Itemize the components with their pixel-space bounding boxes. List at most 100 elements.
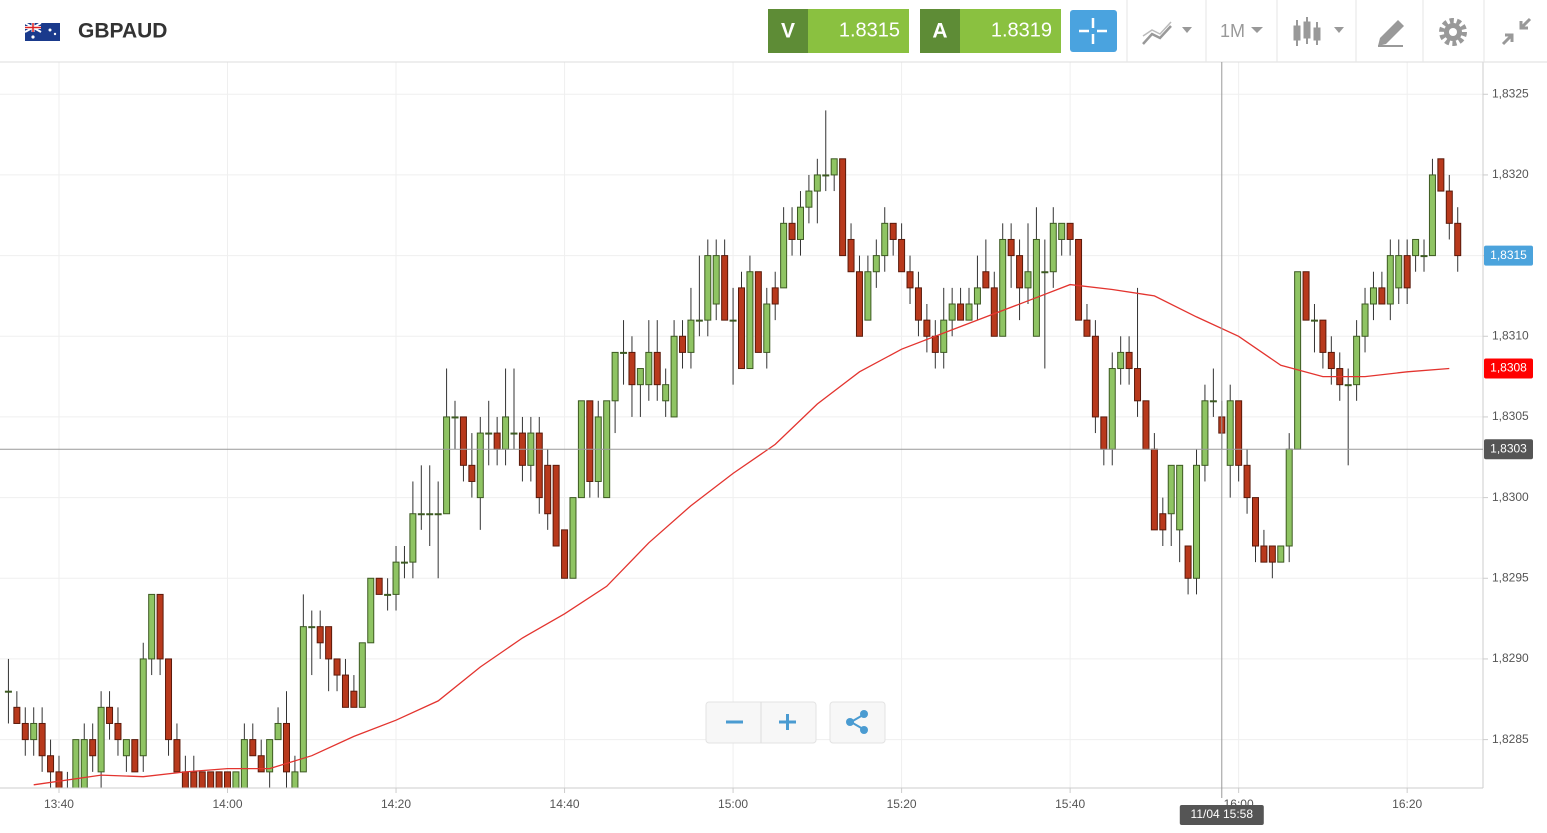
crosshair-time-box (1179, 805, 1264, 825)
price-label-box (1484, 245, 1533, 266)
candle (552, 464, 560, 547)
candle-body (620, 351, 628, 354)
candle-body (628, 351, 636, 386)
x-tick-label: 15:20 (887, 797, 917, 811)
candle (1176, 464, 1184, 563)
candle-body (763, 303, 771, 353)
candle-body (468, 464, 476, 482)
candle (1445, 174, 1453, 240)
candle (1437, 158, 1445, 192)
candle (1007, 223, 1015, 288)
candle-body (291, 771, 299, 788)
share-button[interactable] (829, 701, 886, 744)
candle-body (502, 416, 510, 450)
candle (1226, 384, 1234, 498)
candle-body (847, 238, 855, 273)
candle-body (165, 658, 173, 741)
candle (30, 707, 38, 756)
indicator-button[interactable] (1142, 21, 1192, 45)
candle-body (476, 432, 484, 499)
buy-price: 1.8319 (991, 19, 1052, 41)
candle-body (670, 335, 678, 418)
candle (914, 271, 922, 337)
candle-body (443, 416, 451, 515)
candle-body (207, 771, 215, 788)
candle-body (973, 287, 981, 305)
draw-button[interactable] (1378, 20, 1404, 47)
candle-body (173, 739, 181, 773)
candle-body (38, 722, 46, 757)
collapse-button[interactable] (1501, 17, 1532, 46)
candle (1024, 223, 1032, 304)
candle (1369, 271, 1377, 321)
candle (830, 158, 838, 192)
candle-body (451, 416, 459, 419)
candle-body (788, 222, 796, 240)
candle-body (586, 400, 594, 482)
y-tick-label: 1,8325 (1492, 86, 1529, 100)
candle-body (89, 739, 97, 757)
candle-body (923, 319, 931, 337)
candle-body (316, 626, 324, 644)
price-label-text: 1,8308 (1490, 361, 1527, 375)
candle (628, 336, 636, 417)
candle-body (30, 722, 38, 741)
interval: 1M (1220, 21, 1245, 41)
interval-button[interactable]: 1M (1220, 21, 1263, 41)
sell-button[interactable]: V 1.8315 (768, 9, 909, 53)
candle-body (1420, 255, 1428, 258)
candle (38, 707, 46, 772)
candle-body (569, 497, 577, 579)
candle (249, 723, 257, 757)
candle (544, 449, 552, 530)
candle (1428, 158, 1436, 257)
candle (923, 304, 931, 353)
zoom-in-button[interactable] (779, 714, 796, 730)
candle (156, 593, 164, 676)
candle-body (679, 335, 687, 353)
candle (485, 400, 493, 466)
y-tick-label: 1,8320 (1492, 167, 1529, 181)
candle (1167, 464, 1175, 546)
candle-body (274, 722, 282, 741)
candle-body (80, 739, 88, 788)
candle-body (426, 513, 434, 516)
candle (131, 739, 139, 773)
chart-type-button[interactable] (1293, 17, 1344, 46)
candle-body (830, 158, 838, 176)
candle-body (1361, 303, 1369, 337)
candle-body (257, 755, 265, 773)
candle-body (1353, 335, 1361, 386)
candle-body (299, 626, 307, 773)
candle-body (1201, 400, 1209, 466)
candle (738, 271, 745, 370)
candle (122, 739, 130, 772)
crosshair-button[interactable] (1070, 10, 1117, 52)
candle (1243, 449, 1251, 514)
candle-body (544, 464, 552, 515)
candle-body (1091, 335, 1099, 418)
candle (1277, 545, 1285, 563)
candle (341, 658, 349, 708)
candle (645, 320, 653, 401)
candle (855, 255, 863, 337)
candle-body (1193, 464, 1201, 579)
candle (1378, 271, 1386, 305)
candle-body (282, 722, 290, 773)
settings-button[interactable] (1439, 18, 1467, 46)
toolbar-separators (1126, 0, 1485, 62)
candle-body (1235, 400, 1243, 466)
candle-body (1100, 416, 1108, 450)
candle-body (1310, 319, 1318, 322)
plot-area (4, 110, 1462, 788)
candle-body (662, 384, 670, 402)
candle-body (805, 190, 813, 208)
candle (670, 320, 678, 418)
buy-button[interactable]: A 1.8319 (920, 9, 1061, 53)
candle-body (611, 351, 619, 402)
x-tick-label: 14:20 (381, 797, 411, 811)
candle (704, 239, 712, 337)
candle (620, 320, 628, 385)
candle (1201, 384, 1209, 482)
